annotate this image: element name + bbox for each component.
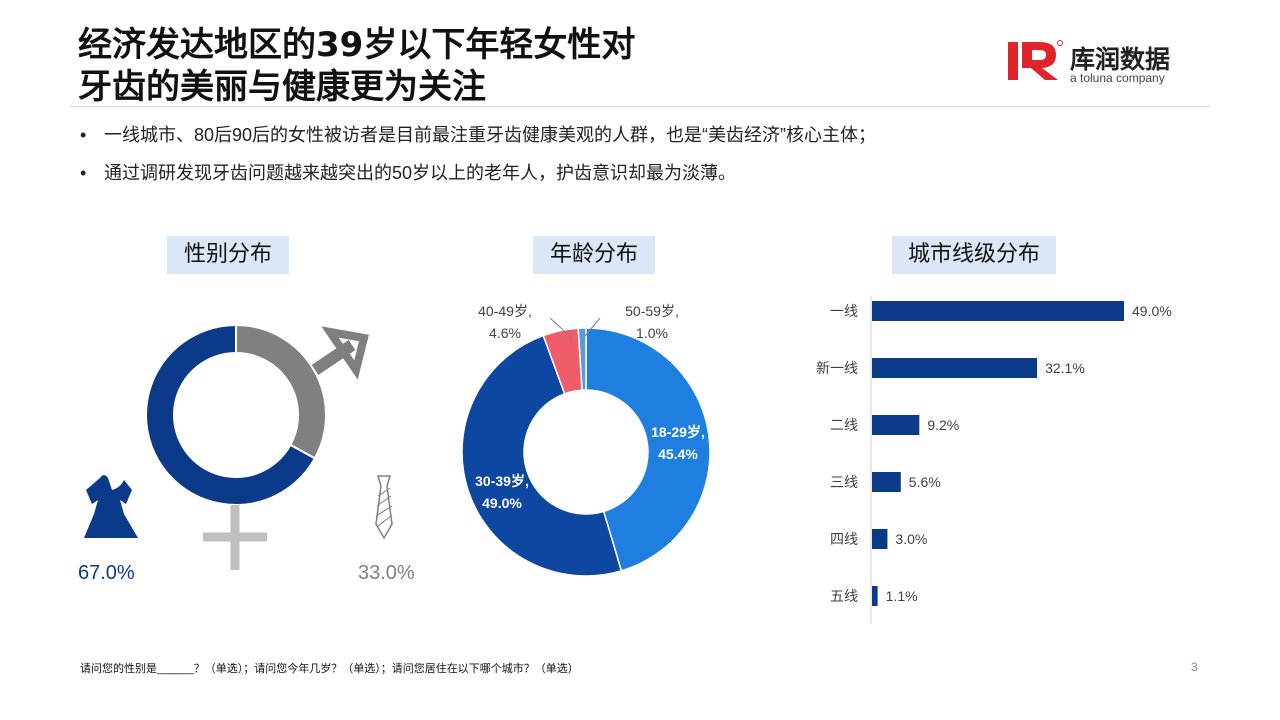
city-bar (872, 586, 878, 606)
page-title: 经济发达地区的39岁以下年轻女性对 牙齿的美丽与健康更为关注 (78, 24, 635, 108)
title-line-1: 经济发达地区的39岁以下年轻女性对 (78, 25, 636, 65)
age-slice-label: 50-59岁, (625, 303, 679, 319)
gender-slice-male (235, 323, 327, 460)
city-value-label: 9.2% (927, 417, 959, 433)
bullet-dot: • (80, 125, 87, 145)
bullet-item: • 通过调研发现牙齿问题越来越突出的50岁以上的老年人，护齿意识却最为淡薄。 (80, 160, 876, 198)
bullet-list: • 一线城市、80后90后的女性被访者是目前最注重牙齿健康美观的人群，也是“美齿… (80, 122, 876, 198)
leader-line (584, 317, 601, 337)
city-bar (872, 301, 1124, 321)
city-bar (872, 529, 888, 549)
age-slice-value: 49.0% (482, 495, 522, 511)
city-bar (872, 358, 1038, 378)
age-slice-value: 45.4% (658, 446, 698, 462)
bullet-text: 通过调研发现牙齿问题越来越突出的50岁以上的老年人，护齿意识却最为淡薄。 (104, 163, 737, 183)
page-number: 3 (1191, 660, 1198, 674)
bullet-dot: • (80, 163, 87, 183)
title-line-2: 牙齿的美丽与健康更为关注 (78, 67, 486, 107)
age-slice-value: 4.6% (489, 325, 521, 341)
age-slice-value: 1.0% (636, 325, 668, 341)
city-value-label: 3.0% (895, 531, 927, 547)
male-arrow-icon (311, 326, 369, 380)
city-category-label: 五线 (830, 588, 858, 604)
city-bar (872, 472, 901, 492)
bullet-text: 一线城市、80后90后的女性被访者是目前最注重牙齿健康美观的人群，也是“美齿经济… (104, 125, 877, 145)
city-category-label: 四线 (830, 531, 858, 547)
age-donut-chart: 18-29岁, 45.4% 30-39岁, 49.0% 40-49岁, 4.6% 50-59… (461, 303, 711, 577)
city-category-label: 二线 (830, 417, 858, 433)
gender-slice-female (145, 323, 317, 506)
city-value-label: 1.1% (886, 588, 918, 604)
logo-subtitle: a toluna company (1070, 71, 1165, 85)
age-slice (585, 327, 711, 572)
age-section-label: 年龄分布 (533, 236, 655, 274)
age-slice-label: 40-49岁, (478, 303, 532, 319)
dress-icon (84, 475, 138, 538)
logo-mark-icon (1008, 40, 1063, 80)
gender-ring (145, 323, 327, 506)
age-slice-label: 30-39岁, (475, 473, 529, 489)
city-value-label: 32.1% (1045, 360, 1085, 376)
city-section-label: 城市线级分布 (892, 236, 1056, 274)
female-cross-icon (203, 505, 267, 570)
city-bar-chart: 一线 49.0% 新一线 32.1% 二线 9.2% 三线 5.6% 四线 3.0% 五线 1.1% (816, 296, 1172, 624)
female-percentage: 67.0% (78, 562, 135, 584)
age-slice-label: 18-29岁, (651, 424, 705, 440)
city-category-label: 新一线 (816, 360, 858, 376)
tie-icon (375, 475, 393, 540)
city-value-label: 49.0% (1132, 303, 1172, 319)
city-value-label: 5.6% (909, 474, 941, 490)
logo-name: 库润数据 (1070, 45, 1171, 74)
bullet-item: • 一线城市、80后90后的女性被访者是目前最注重牙齿健康美观的人群，也是“美齿… (80, 122, 876, 160)
age-slice (461, 334, 623, 577)
city-category-label: 一线 (830, 303, 858, 319)
company-logo: 库润数据 a toluna company (1004, 38, 1194, 88)
city-category-label: 三线 (830, 474, 858, 490)
leader-line (549, 317, 573, 339)
male-percentage: 33.0% (358, 562, 415, 584)
gender-chart (84, 323, 393, 570)
gender-section-label: 性别分布 (167, 236, 289, 274)
age-slice (577, 327, 587, 391)
footnote: 请问您的性别是______？（单选）；请问您今年几岁？（单选）；请问您居住在以下… (80, 663, 579, 675)
header-divider (70, 106, 1210, 107)
city-bar (872, 415, 920, 435)
